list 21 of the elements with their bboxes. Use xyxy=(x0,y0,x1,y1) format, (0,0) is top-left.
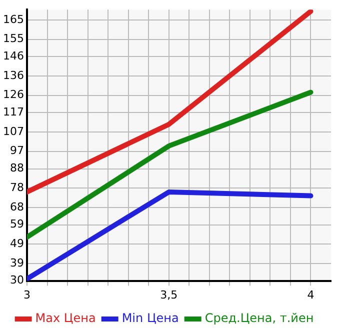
y-tick-label: 68 xyxy=(10,200,24,214)
y-tick-label: 30 xyxy=(10,274,24,287)
y-tick-label: 107 xyxy=(2,124,24,138)
y-tick-label: 165 xyxy=(2,12,24,26)
y-tick-label: 117 xyxy=(2,106,24,119)
legend-label: Сред.Цена, т.йен xyxy=(204,311,314,326)
legend-label: Min Цена xyxy=(122,311,179,326)
y-tick-label: 59 xyxy=(10,218,24,231)
y-tick-label: 136 xyxy=(2,68,24,82)
x-tick-label: 3,5 xyxy=(160,288,178,302)
y-tick-label: 39 xyxy=(10,256,24,270)
legend-label: Max Цена xyxy=(35,311,96,326)
y-tick-label: 126 xyxy=(2,88,24,102)
y-tick-label: 155 xyxy=(2,32,24,46)
y-tick-label: 88 xyxy=(10,162,24,175)
y-tick-label: 78 xyxy=(10,180,24,194)
y-tick-label: 49 xyxy=(10,236,24,250)
x-tick-label: 4 xyxy=(307,288,314,302)
y-tick-label: 97 xyxy=(10,144,24,158)
x-tick-label: 3 xyxy=(23,288,30,302)
y-tick-label: 146 xyxy=(2,50,24,63)
